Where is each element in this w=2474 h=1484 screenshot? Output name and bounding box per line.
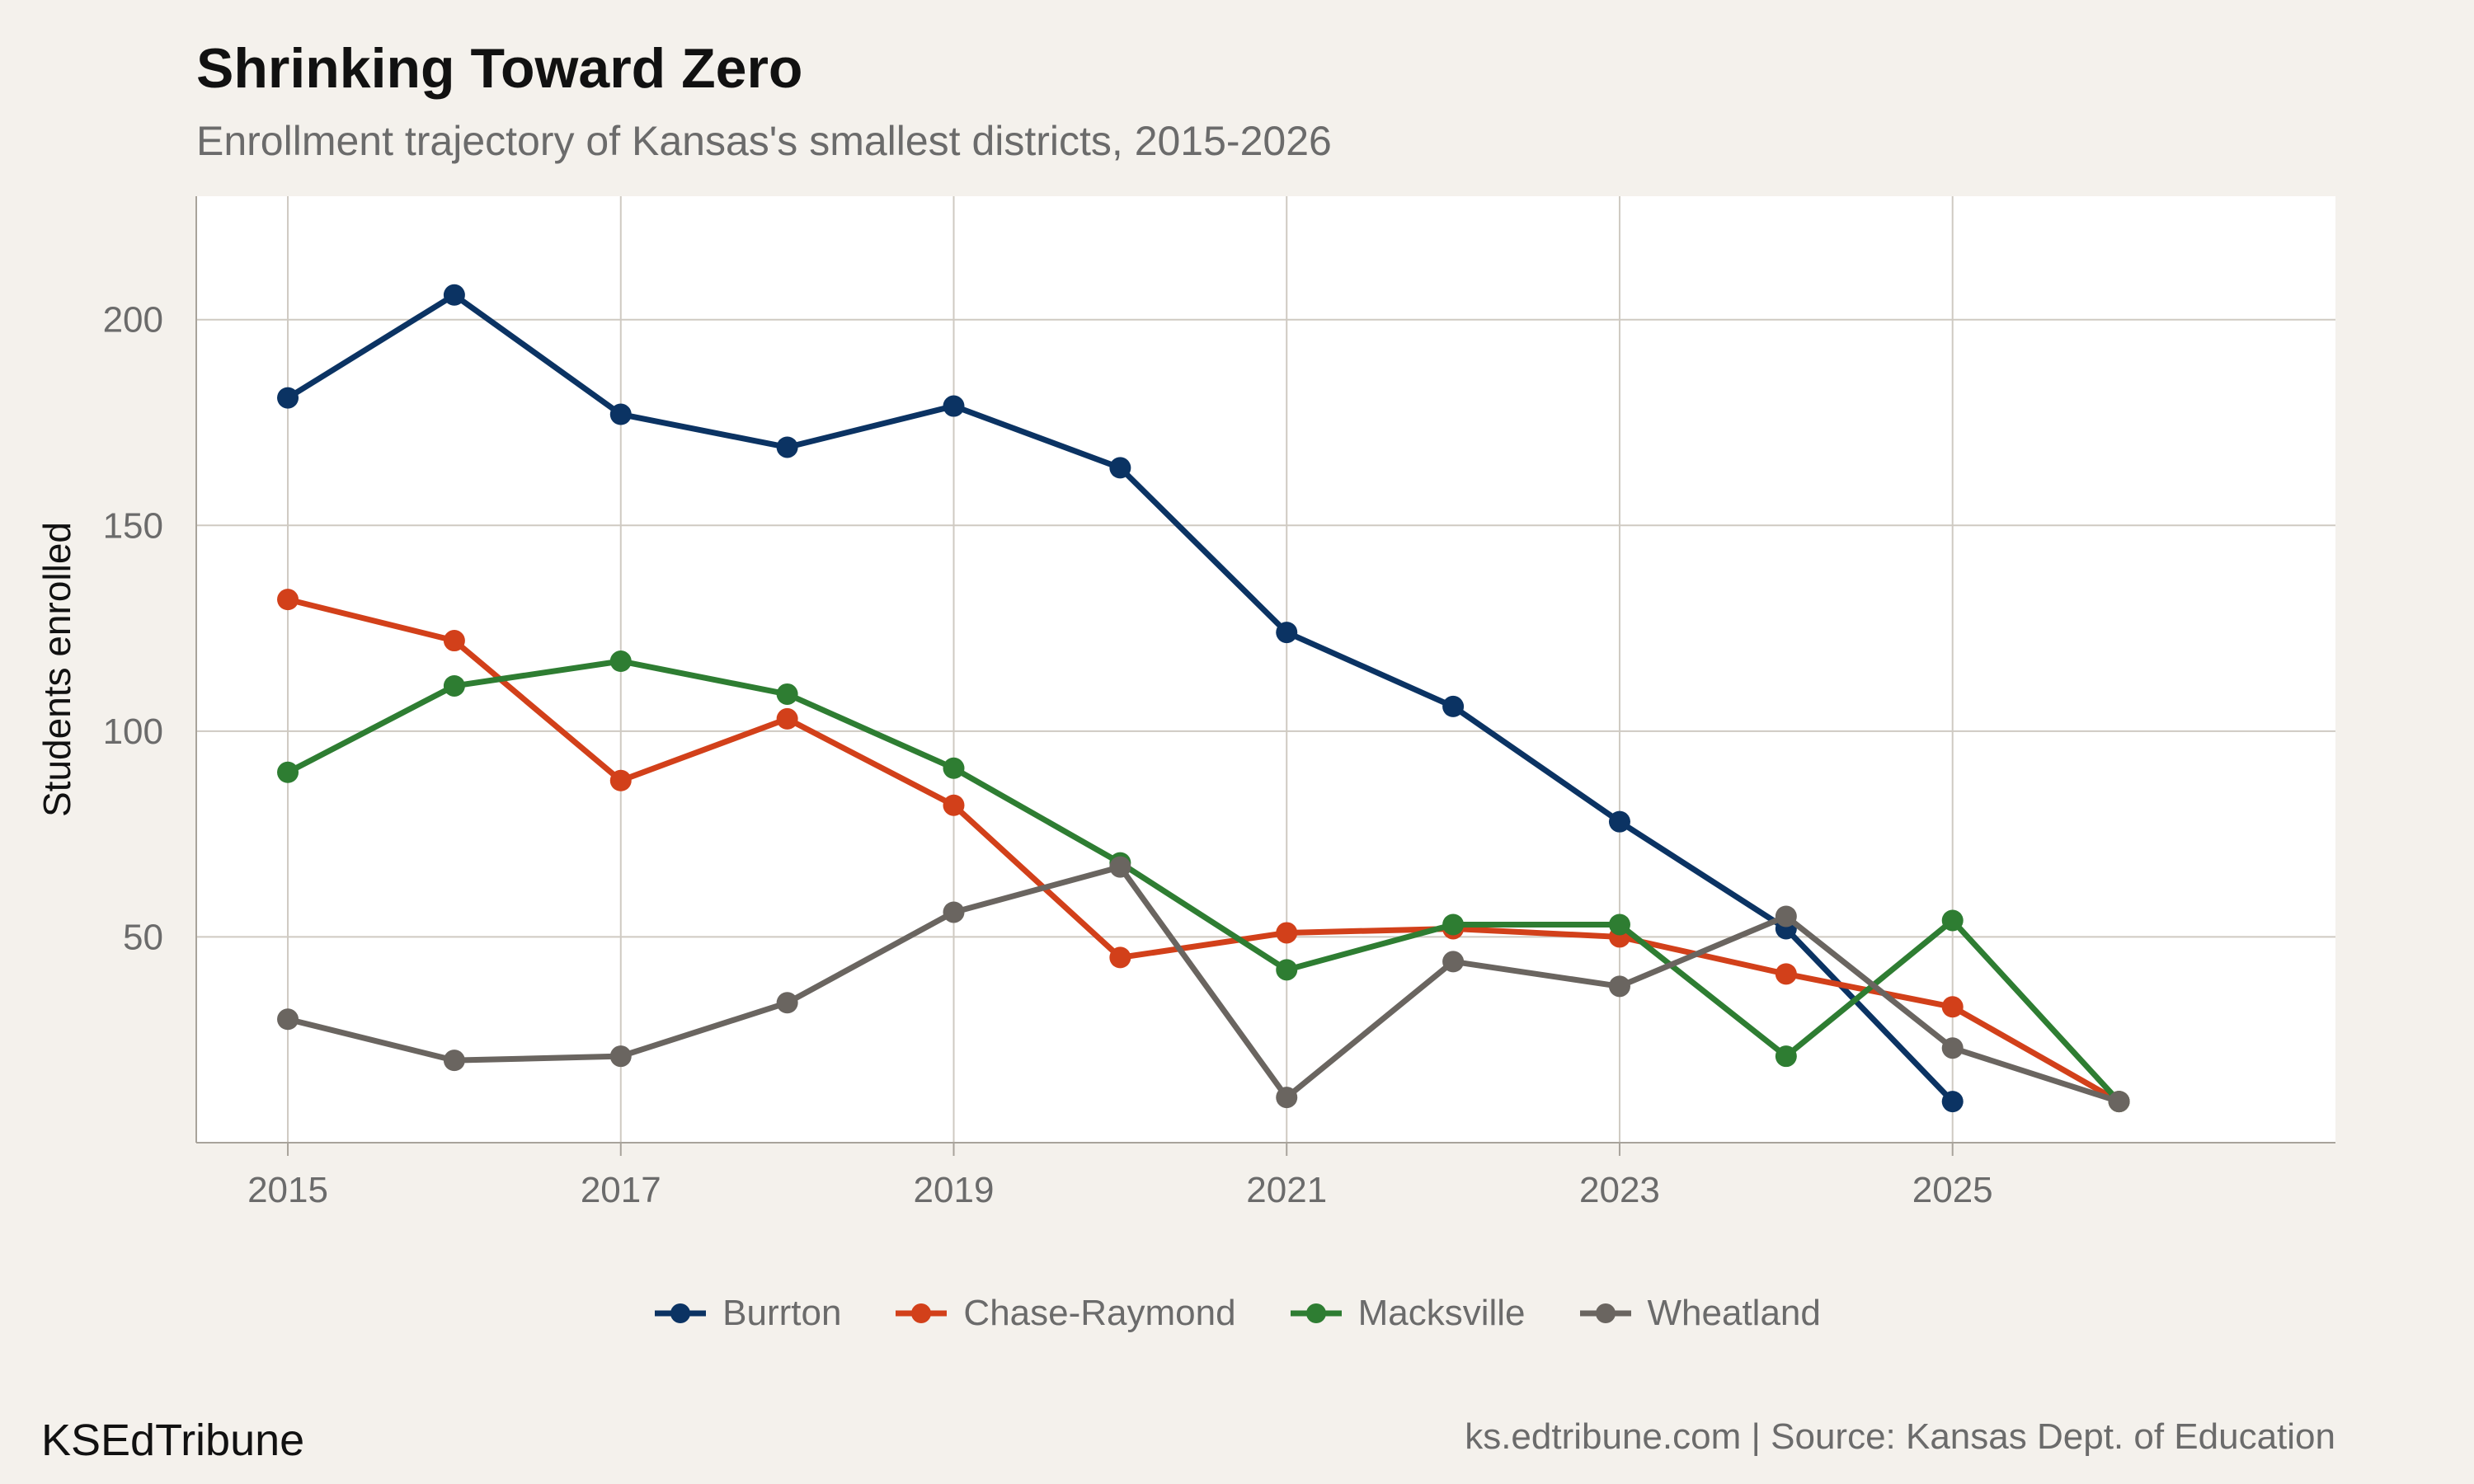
data-point-chase-raymond <box>1775 963 1797 985</box>
data-point-burrton <box>1276 622 1298 644</box>
x-tick-label: 2021 <box>1246 1170 1327 1210</box>
data-point-wheatland <box>1775 905 1797 928</box>
legend-key-wheatland <box>1579 1303 1631 1323</box>
data-point-burrton <box>1442 695 1465 717</box>
data-point-chase-raymond <box>609 769 632 791</box>
y-tick-label: 50 <box>123 917 163 957</box>
legend-key-chase-raymond <box>896 1303 948 1323</box>
data-point-chase-raymond <box>277 589 299 611</box>
axis-lines <box>195 196 2335 1156</box>
brand-label: KSEdTribune <box>41 1416 305 1465</box>
x-tick-label: 2019 <box>914 1170 995 1210</box>
data-point-macksville <box>443 674 465 697</box>
data-point-burrton <box>277 387 299 409</box>
legend-item-wheatland: Wheatland <box>1578 1293 1821 1334</box>
legend-item-burrton: Burrton <box>653 1293 841 1334</box>
data-point-macksville <box>1941 909 1964 932</box>
data-point-wheatland <box>943 901 965 923</box>
data-point-chase-raymond <box>776 707 798 730</box>
chart-subtitle: Enrollment trajectory of Kansas's smalle… <box>196 118 1332 164</box>
data-point-macksville <box>1775 1045 1797 1068</box>
data-point-burrton <box>776 436 798 458</box>
data-point-macksville <box>1276 959 1298 981</box>
series-layer <box>277 284 2130 1113</box>
y-axis-label: Students enrolled <box>35 522 78 817</box>
x-tick-label: 2015 <box>247 1170 328 1210</box>
data-point-burrton <box>443 284 465 306</box>
source-credit: ks.edtribune.com | Source: Kansas Dept. … <box>1465 1416 2335 1457</box>
data-point-burrton <box>1608 810 1630 833</box>
data-point-macksville <box>277 761 299 783</box>
data-point-wheatland <box>2108 1091 2130 1113</box>
data-point-wheatland <box>277 1008 299 1031</box>
data-point-burrton <box>943 395 965 417</box>
x-tick-label: 2025 <box>1912 1170 1993 1210</box>
data-point-macksville <box>1442 913 1465 936</box>
legend-label-chase-raymond: Chase-Raymond <box>963 1293 1236 1333</box>
grid-lines <box>196 196 2335 1143</box>
tick-labels: 50 100 150 200 2015 2017 2019 2021 2023 2025 <box>103 300 1993 1210</box>
data-point-macksville <box>943 757 965 779</box>
data-point-chase-raymond <box>943 794 965 816</box>
data-point-burrton <box>609 403 632 425</box>
series-line-macksville <box>285 658 2123 1105</box>
legend-item-macksville: Macksville <box>1289 1293 1526 1334</box>
data-point-chase-raymond <box>1941 996 1964 1018</box>
data-point-chase-raymond <box>1109 946 1131 969</box>
data-point-wheatland <box>1276 1087 1298 1109</box>
series-line-chase-raymond <box>285 596 2123 1105</box>
data-point-chase-raymond <box>1276 922 1298 944</box>
series-wheatland <box>277 856 2130 1113</box>
data-point-burrton <box>1109 457 1131 479</box>
data-point-wheatland <box>1109 856 1131 878</box>
data-point-wheatland <box>609 1045 632 1068</box>
data-point-chase-raymond <box>443 630 465 652</box>
data-point-macksville <box>776 683 798 705</box>
x-tick-label: 2017 <box>581 1170 661 1210</box>
line-chart: 50 100 150 200 2015 2017 2019 2021 2023 2025 Stud… <box>35 196 2335 1210</box>
data-point-wheatland <box>1941 1037 1964 1059</box>
legend-key-macksville <box>1290 1303 1342 1323</box>
data-point-wheatland <box>1442 951 1465 973</box>
legend-key-burrton <box>655 1303 707 1323</box>
y-tick-label: 100 <box>103 711 163 752</box>
series-line-wheatland <box>285 864 2123 1105</box>
data-point-burrton <box>1941 1091 1964 1113</box>
data-point-macksville <box>609 650 632 673</box>
data-point-wheatland <box>443 1050 465 1072</box>
data-point-macksville <box>1608 913 1630 936</box>
data-point-wheatland <box>776 992 798 1014</box>
data-point-wheatland <box>1608 975 1630 998</box>
x-tick-label: 2023 <box>1579 1170 1660 1210</box>
legend-label-macksville: Macksville <box>1357 1293 1526 1333</box>
series-burrton <box>277 284 1964 1113</box>
legend: Burrton Chase-Raymond Macksville Wheatland <box>0 1293 2474 1334</box>
y-tick-label: 150 <box>103 505 163 546</box>
legend-item-chase-raymond: Chase-Raymond <box>894 1293 1236 1334</box>
legend-label-wheatland: Wheatland <box>1647 1293 1821 1333</box>
y-tick-label: 200 <box>103 300 163 340</box>
legend-label-burrton: Burrton <box>722 1293 842 1333</box>
chart-title: Shrinking Toward Zero <box>196 37 803 100</box>
